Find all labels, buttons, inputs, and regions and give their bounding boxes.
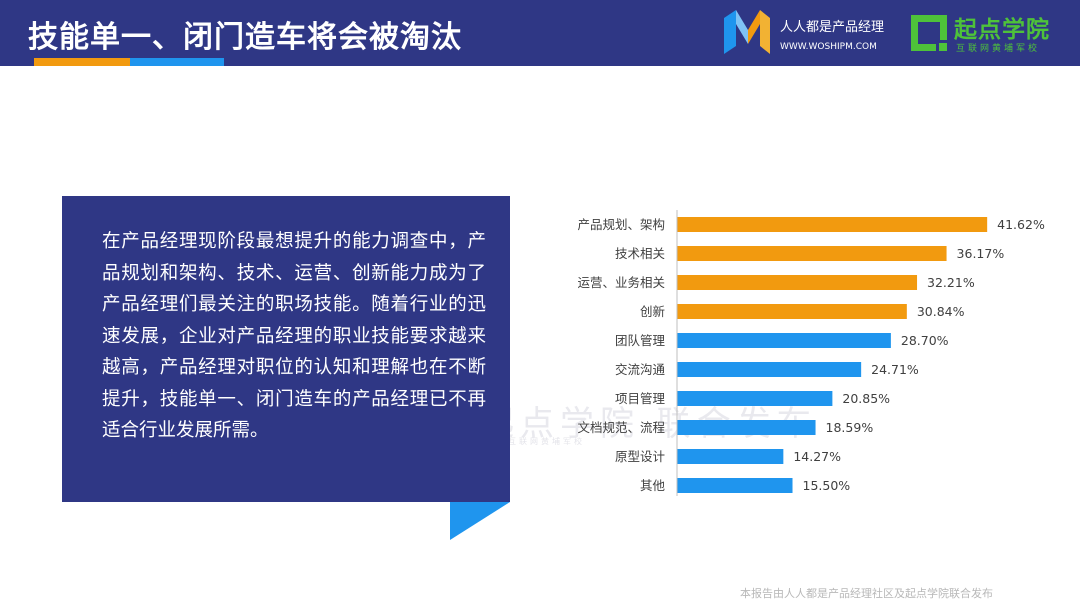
category-label: 产品规划、架构: [577, 217, 665, 232]
category-label: 运营、业务相关: [577, 275, 665, 290]
category-label: 项目管理: [615, 391, 666, 406]
data-label: 36.17%: [957, 246, 1005, 261]
data-label: 41.62%: [997, 217, 1045, 232]
skills-bar-chart: 产品规划、架构 41.62% 技术相关 36.17% 运营、业务相关 32.21% 创新 30…: [577, 210, 1045, 496]
category-label: 创新: [640, 304, 665, 319]
woshipm-logo-icon: [724, 10, 770, 54]
bar: [677, 362, 862, 377]
brand-qidian-name: 起点学院: [954, 17, 1050, 43]
category-label: 技术相关: [615, 246, 665, 261]
brand-qidian-slogan: 互联网黄埔军校: [956, 44, 1041, 54]
title-underline-blue: [130, 58, 224, 66]
data-label: 15.50%: [803, 478, 851, 493]
bar: [677, 333, 891, 348]
panel-paragraph: 在产品经理现阶段最想提升的能力调查中，产品规划和架构、技术、运营、创新能力成为了…: [102, 231, 486, 441]
bar: [677, 246, 947, 261]
brand-woshipm-name: 人人都是产品经理: [780, 20, 885, 35]
qidian-logo-icon: [911, 15, 947, 51]
header-bar: [0, 0, 1080, 66]
footer-note: 本报告由人人都是产品经理社区及起点学院联合发布: [740, 587, 993, 600]
brand-woshipm-url: WWW.WOSHIPM.COM: [780, 42, 877, 52]
bar: [677, 275, 918, 290]
category-label: 团队管理: [615, 333, 666, 348]
bar: [677, 420, 816, 435]
panel-corner-decoration: [450, 502, 510, 540]
bar: [677, 391, 833, 406]
data-label: 24.71%: [871, 362, 919, 377]
bar: [677, 217, 988, 232]
data-label: 18.59%: [826, 420, 874, 435]
data-label: 20.85%: [842, 391, 890, 406]
watermark-sub: 互联网黄埔军校: [508, 437, 585, 446]
category-label: 文档规范、流程: [577, 420, 665, 435]
page-title: 技能单一、闭门造车将会被淘汰: [28, 20, 462, 55]
category-label: 其他: [640, 478, 666, 493]
bar: [677, 304, 907, 319]
bar: [677, 478, 793, 493]
text-panel: [62, 196, 510, 502]
title-underline-orange: [34, 58, 130, 66]
data-label: 14.27%: [793, 449, 841, 464]
data-label: 32.21%: [927, 275, 975, 290]
data-label: 30.84%: [917, 304, 965, 319]
bar: [677, 449, 784, 464]
category-label: 交流沟通: [615, 362, 666, 377]
category-label: 原型设计: [615, 449, 665, 464]
data-label: 28.70%: [901, 333, 949, 348]
